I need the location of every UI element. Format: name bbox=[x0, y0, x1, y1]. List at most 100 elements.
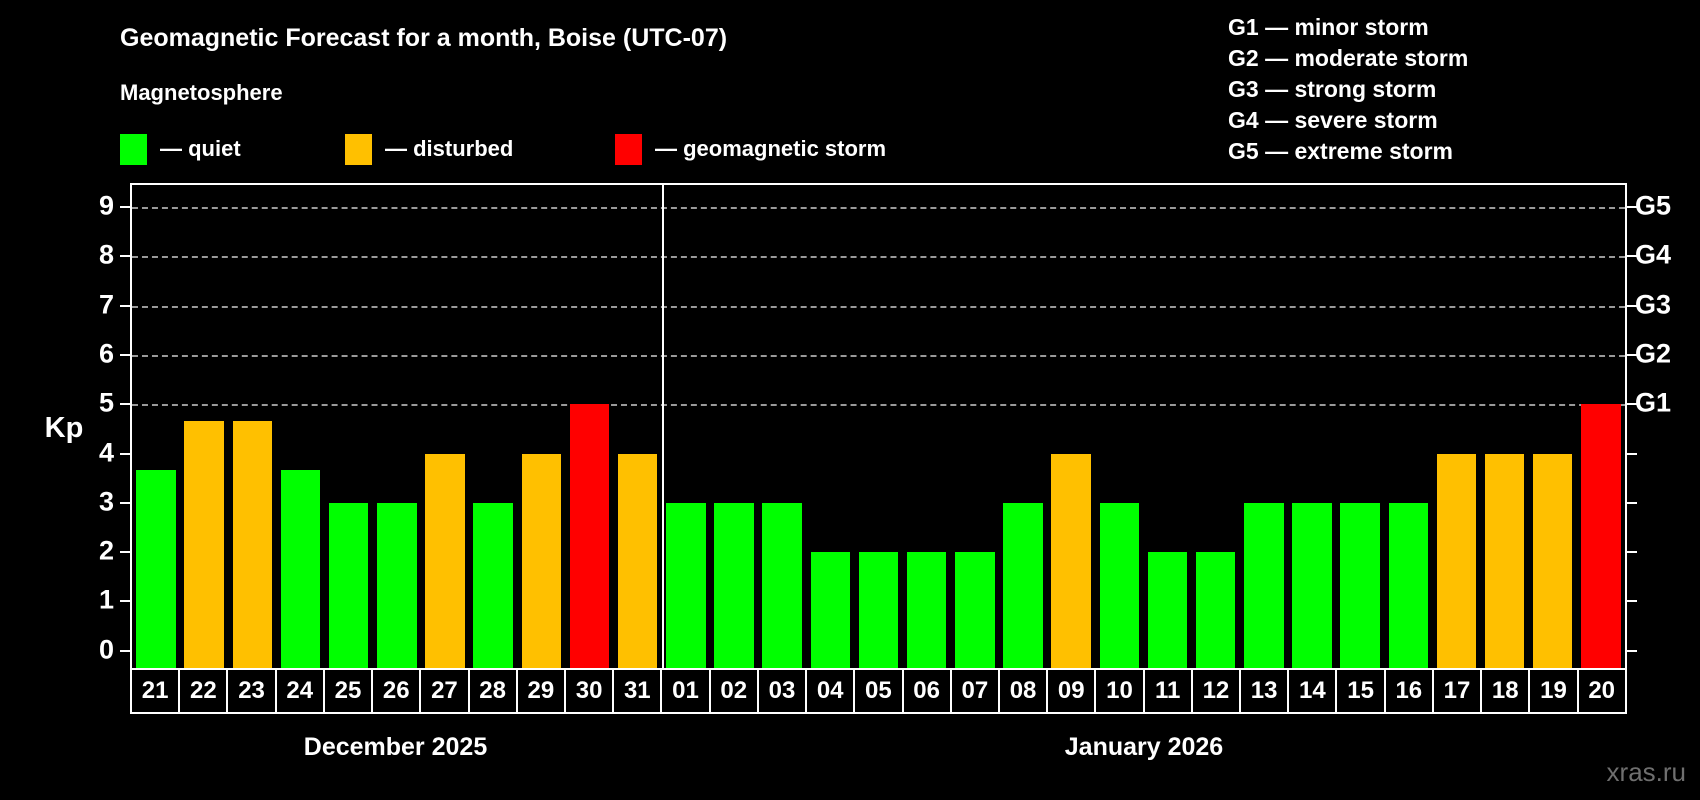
y-tick-right-7 bbox=[1627, 304, 1637, 307]
y-tick-label-4: 4 bbox=[98, 436, 114, 467]
date-cell-09: 09 bbox=[1046, 670, 1094, 712]
y-tick-label-9: 9 bbox=[98, 190, 114, 221]
y-tick-left-8 bbox=[120, 255, 130, 258]
date-cell-16: 16 bbox=[1383, 670, 1432, 712]
date-cell-07: 07 bbox=[949, 670, 998, 712]
date-cell-25: 25 bbox=[322, 670, 371, 712]
date-cell-24: 24 bbox=[274, 670, 323, 712]
quiet-color-swatch bbox=[120, 133, 147, 165]
date-cell-08: 08 bbox=[997, 670, 1046, 712]
kp-bar-26 bbox=[377, 502, 417, 668]
kp-bar-14 bbox=[1292, 502, 1332, 668]
y-tick-left-5 bbox=[120, 403, 130, 406]
right-axis-label-g2: G2 bbox=[1635, 338, 1672, 369]
g-scale-line-g1: G1 — minor storm bbox=[1228, 14, 1429, 40]
right-axis-label-g3: G3 bbox=[1635, 289, 1672, 320]
kp-bar-29 bbox=[521, 453, 562, 668]
storm-color-swatch bbox=[615, 133, 642, 165]
kp-bar-15 bbox=[1340, 502, 1380, 668]
kp-bar-09 bbox=[1051, 453, 1091, 668]
kp-bar-18 bbox=[1484, 453, 1525, 668]
y-tick-right-2 bbox=[1627, 551, 1637, 554]
gridline-kp5 bbox=[132, 404, 1625, 407]
y-tick-left-0 bbox=[120, 649, 130, 652]
date-cell-03: 03 bbox=[756, 670, 805, 712]
y-tick-left-1 bbox=[120, 600, 130, 603]
date-cell-27: 27 bbox=[419, 670, 467, 712]
kp-bar-03 bbox=[762, 502, 802, 668]
date-cell-26: 26 bbox=[371, 670, 419, 712]
g-scale-legend: G1 — minor storm G2 — moderate storm G3 … bbox=[1228, 12, 1468, 167]
month-label-january: January 2026 bbox=[1064, 733, 1224, 761]
date-cell-31: 31 bbox=[612, 670, 660, 712]
kp-bar-22 bbox=[184, 420, 224, 668]
kp-bar-24 bbox=[280, 469, 321, 668]
y-tick-left-6 bbox=[120, 354, 130, 357]
date-cell-05: 05 bbox=[853, 670, 901, 712]
kp-bar-13 bbox=[1244, 502, 1284, 668]
date-cell-20: 20 bbox=[1576, 670, 1625, 712]
chart-subtitle: Magnetosphere bbox=[120, 80, 283, 105]
y-axis-label: Kp bbox=[44, 412, 84, 444]
y-tick-label-5: 5 bbox=[98, 387, 114, 418]
kp-bar-28 bbox=[473, 502, 513, 668]
legend-label-storm: — geomagnetic storm bbox=[655, 136, 887, 161]
kp-bar-20 bbox=[1581, 404, 1621, 668]
legend-label-quiet: — quiet bbox=[160, 136, 241, 161]
date-cell-18: 18 bbox=[1480, 670, 1528, 712]
y-tick-right-6 bbox=[1627, 354, 1637, 357]
legend-item-quiet: — quiet bbox=[120, 133, 241, 165]
y-tick-right-3 bbox=[1627, 501, 1637, 504]
kp-bar-17 bbox=[1436, 453, 1477, 668]
legend-item-storm: — geomagnetic storm bbox=[615, 133, 886, 165]
date-cell-28: 28 bbox=[467, 670, 516, 712]
y-tick-label-6: 6 bbox=[98, 338, 114, 369]
date-cell-01: 01 bbox=[660, 670, 708, 712]
month-label-december: December 2025 bbox=[303, 733, 488, 761]
y-tick-label-1: 1 bbox=[98, 584, 114, 615]
kp-bar-11 bbox=[1147, 552, 1188, 668]
kp-bar-16 bbox=[1388, 502, 1428, 668]
kp-bar-08 bbox=[1003, 502, 1043, 668]
date-cell-17: 17 bbox=[1431, 670, 1480, 712]
date-cell-19: 19 bbox=[1528, 670, 1576, 712]
date-cell-13: 13 bbox=[1239, 670, 1287, 712]
y-tick-left-4 bbox=[120, 452, 130, 455]
y-tick-left-9 bbox=[120, 206, 130, 209]
y-tick-left-3 bbox=[120, 501, 130, 504]
date-cell-11: 11 bbox=[1142, 670, 1191, 712]
kp-bar-30 bbox=[569, 404, 610, 668]
kp-bar-27 bbox=[425, 453, 465, 668]
y-tick-label-8: 8 bbox=[98, 239, 114, 270]
gridline-kp9 bbox=[132, 207, 1625, 210]
plot-inner: 0 1 2 3 4 5 6 7 8 9 G1 G2 G3 G4 G5 bbox=[99, 185, 1671, 668]
y-tick-right-5 bbox=[1627, 403, 1637, 406]
y-tick-left-2 bbox=[120, 551, 130, 554]
kp-bar-07 bbox=[955, 552, 995, 668]
month-divider bbox=[661, 185, 664, 668]
y-tick-right-0 bbox=[1627, 649, 1637, 652]
right-axis-label-g5: G5 bbox=[1635, 190, 1672, 221]
y-tick-label-7: 7 bbox=[98, 289, 114, 320]
y-tick-label-0: 0 bbox=[98, 634, 114, 665]
g-scale-line-g4: G4 — severe storm bbox=[1228, 107, 1438, 133]
page-title: Geomagnetic Forecast for a month, Boise … bbox=[120, 24, 728, 52]
date-cell-29: 29 bbox=[515, 670, 564, 712]
disturbed-color-swatch bbox=[345, 133, 372, 165]
g-scale-line-g5: G5 — extreme storm bbox=[1228, 138, 1453, 164]
kp-bar-10 bbox=[1099, 502, 1140, 668]
kp-bar-12 bbox=[1195, 552, 1236, 668]
date-cell-14: 14 bbox=[1287, 670, 1335, 712]
watermark: xras.ru bbox=[1606, 757, 1686, 787]
gridline-kp8 bbox=[132, 256, 1625, 259]
date-cell-10: 10 bbox=[1094, 670, 1142, 712]
date-cell-30: 30 bbox=[563, 670, 612, 712]
g-scale-line-g2: G2 — moderate storm bbox=[1228, 45, 1469, 71]
legend-label-disturbed: — disturbed bbox=[385, 136, 514, 161]
kp-bar-31 bbox=[617, 453, 658, 668]
kp-bar-21 bbox=[136, 469, 176, 668]
g-scale-line-g3: G3 — strong storm bbox=[1228, 76, 1437, 102]
y-tick-left-7 bbox=[120, 304, 130, 307]
kp-bar-06 bbox=[906, 552, 947, 668]
right-axis-label-g4: G4 bbox=[1635, 239, 1672, 270]
